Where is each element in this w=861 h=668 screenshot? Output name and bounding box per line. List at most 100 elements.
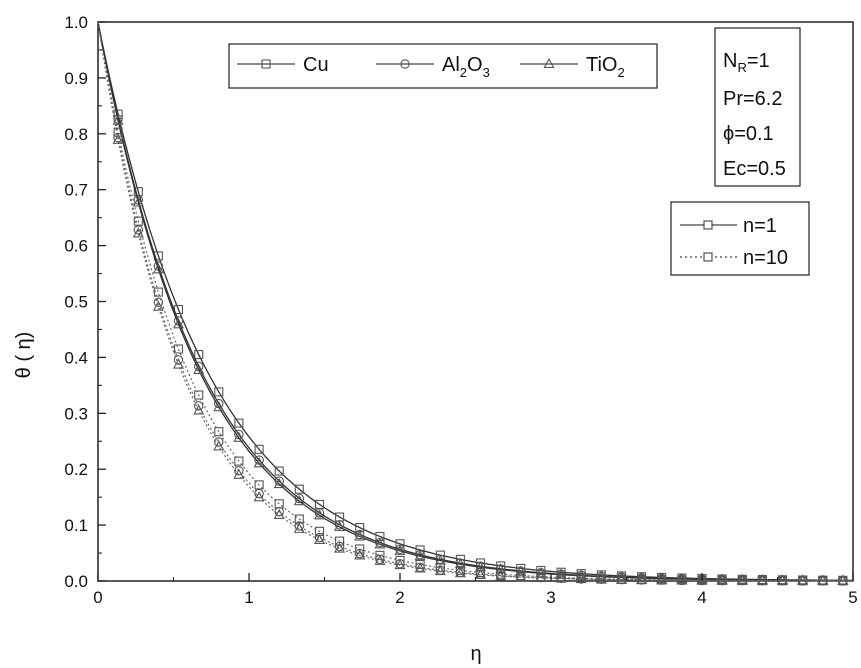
- series-layer: [97, 21, 854, 586]
- legend-style-dotted-marker: [703, 252, 713, 262]
- series-5-point: [313, 533, 326, 544]
- x-tick-label: 4: [697, 588, 706, 607]
- series-5-point: [112, 133, 124, 144]
- legend-styles-box: [670, 201, 810, 276]
- series-5-point: [132, 227, 144, 238]
- series-3-point: [335, 536, 345, 546]
- series-2-point: [515, 565, 527, 576]
- series-5-point: [474, 568, 487, 579]
- series-2-point: [172, 318, 185, 329]
- series-2-point: [636, 571, 648, 583]
- series-5-point: [495, 569, 507, 581]
- series-5-point: [152, 300, 164, 311]
- y-tick-label: 0.1: [64, 516, 88, 535]
- x-tick-label: 3: [546, 588, 555, 607]
- series-2-point: [495, 563, 507, 574]
- series-2-point: [394, 544, 406, 555]
- x-tick-label: 2: [395, 588, 404, 607]
- series-2-point: [374, 538, 386, 549]
- legend-params-box: [714, 27, 801, 187]
- series-4-point: [214, 437, 224, 447]
- legend-materials-box: [228, 43, 658, 89]
- series-2-point: [253, 457, 265, 468]
- series-5-point: [434, 564, 446, 576]
- series-5-point: [354, 549, 366, 560]
- series-5-point: [656, 574, 668, 585]
- series-5-point: [575, 572, 587, 584]
- param-ec: Ec=0.5: [723, 158, 786, 180]
- series-4-point: [274, 506, 284, 517]
- y-axis-title: θ ( η): [13, 332, 35, 379]
- series-2-point: [273, 477, 285, 489]
- series-5-point: [676, 574, 688, 585]
- legend-material-label: TiO2: [586, 54, 625, 80]
- param-nr: NR=1: [723, 50, 770, 75]
- x-axis-title: η: [470, 643, 481, 665]
- series-5-point: [837, 574, 849, 585]
- y-tick-label: 0.7: [64, 181, 88, 200]
- series-5-point: [736, 574, 748, 585]
- series-3-point: [214, 427, 224, 437]
- series-1-point: [254, 455, 264, 465]
- series-2-point: [233, 431, 245, 442]
- y-tick-label: 0.6: [64, 237, 88, 256]
- series-2-point: [313, 509, 326, 520]
- series-0-point: [254, 444, 264, 454]
- x-tick-label: 1: [244, 588, 253, 607]
- series-2-point: [354, 530, 366, 541]
- series-5-point: [716, 574, 728, 585]
- x-axis-ticks: 0 1 2 3 4 5: [93, 573, 858, 607]
- series-5-point: [273, 508, 285, 520]
- series-4-point: [113, 132, 123, 143]
- series-3-point: [415, 559, 425, 569]
- legend-material-marker: [261, 59, 271, 69]
- series-3-point: [254, 480, 264, 490]
- series-5-point: [253, 491, 265, 502]
- legend-style-n10-label: n=10: [743, 247, 788, 269]
- legend-material-label: Al2O3: [442, 54, 490, 80]
- y-tick-label: 0.0: [64, 572, 88, 591]
- series-5-point: [172, 358, 185, 369]
- series-2-point: [334, 520, 346, 531]
- series-2-point: [193, 363, 205, 374]
- series-3-point: [355, 544, 365, 554]
- series-5-point: [515, 571, 527, 582]
- series-5-point: [293, 522, 305, 533]
- series-2-point: [696, 573, 708, 584]
- series-5-point: [535, 571, 547, 583]
- series-2-point: [656, 572, 668, 583]
- series-0-point: [214, 387, 224, 397]
- param-phi: ϕ=0.1: [723, 123, 774, 145]
- y-tick-label: 0.8: [64, 125, 88, 144]
- series-2-point: [414, 550, 426, 561]
- legend-params: NR=1 Pr=6.2 ϕ=0.1 Ec=0.5: [714, 27, 801, 187]
- series-5-point: [213, 440, 225, 451]
- series-3-point: [234, 456, 244, 466]
- series-2-point: [213, 401, 225, 412]
- x-tick-label: 0: [93, 588, 102, 607]
- legend-material-marker: [400, 59, 410, 69]
- series-2-point: [132, 196, 144, 207]
- series-5-point: [776, 574, 789, 585]
- series-5-point: [374, 554, 386, 565]
- y-tick-label: 0.9: [64, 69, 88, 88]
- series-0-point: [234, 418, 244, 428]
- series-5-point: [817, 574, 829, 585]
- series-3-point: [173, 344, 184, 354]
- series-5-line: [97, 21, 853, 582]
- legend-material-marker: [543, 57, 555, 69]
- series-5-point: [414, 562, 426, 573]
- series-2-point: [676, 572, 688, 584]
- series-5-point: [595, 573, 607, 584]
- legend-style-n1-label: n=1: [743, 215, 777, 237]
- series-2-line: [97, 21, 854, 582]
- series-2-point: [293, 495, 305, 506]
- plot-area: 0 1 2 3 4 5 0.0 0.1 0.2 0.3 0.4 0.5 0.6 0.7 0.8 0.9 1.0: [64, 13, 857, 607]
- series-5-point: [797, 574, 809, 585]
- series-3-point: [113, 127, 123, 137]
- series-5-point: [394, 558, 406, 570]
- y-axis-ticks: 0.0 0.1 0.2 0.3 0.4 0.5 0.6 0.7 0.8 0.9 1.0: [64, 13, 106, 591]
- series-5-point: [193, 404, 205, 415]
- series-0-point: [194, 350, 204, 360]
